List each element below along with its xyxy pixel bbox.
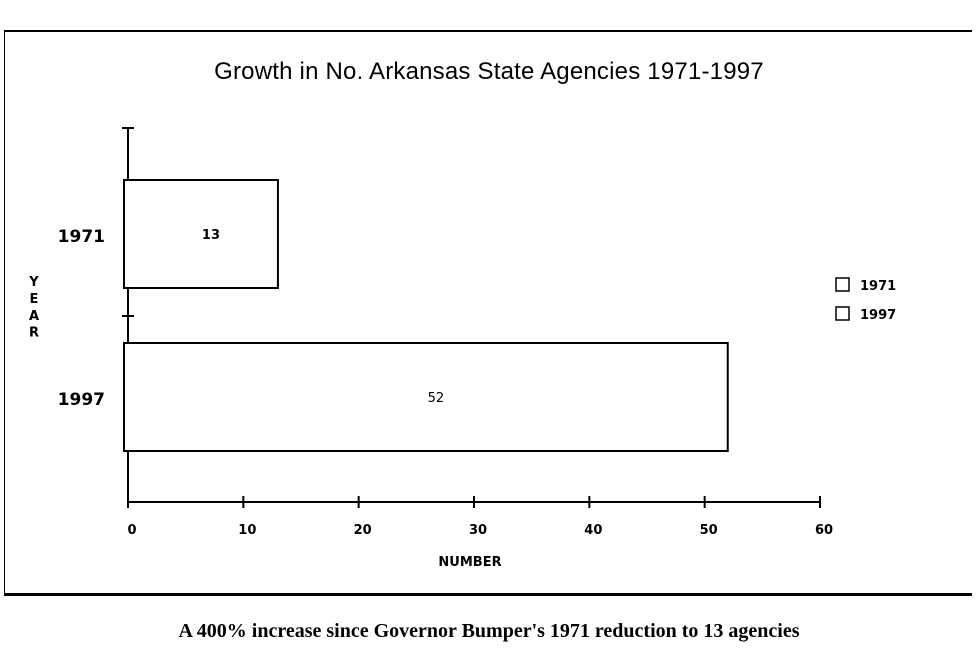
x-tick-label: 0	[127, 523, 136, 538]
x-tick-label: 30	[469, 523, 487, 538]
legend-label-1997: 1997	[860, 308, 896, 323]
x-tick-label: 60	[815, 523, 833, 538]
bar-1971	[123, 179, 279, 289]
x-tick-label: 20	[354, 523, 372, 538]
y-axis-title-letter: R	[29, 326, 39, 341]
x-tick-label: 40	[584, 523, 602, 538]
chart-frame	[4, 30, 972, 596]
figure-caption: A 400% increase since Governor Bumper's …	[178, 620, 800, 642]
x-tick-label: 50	[700, 523, 718, 538]
chart-title: Growth in No. Arkansas State Agencies 19…	[214, 58, 764, 85]
data-label: 52	[428, 391, 445, 406]
y-axis-title-letter: Y	[28, 275, 39, 290]
data-label: 13	[202, 228, 220, 243]
y-axis-title-letter: A	[29, 309, 39, 324]
x-axis-title: NUMBER	[438, 555, 501, 570]
legend-swatch-1971	[835, 277, 850, 292]
category-label-1971: 1971	[58, 227, 105, 247]
category-label-1997: 1997	[58, 390, 105, 410]
legend-label-1971: 1971	[860, 279, 896, 294]
x-tick-label: 10	[238, 523, 256, 538]
bar-1997	[123, 342, 729, 452]
legend-swatch-1997	[835, 306, 850, 321]
y-axis-title-letter: E	[30, 292, 39, 307]
